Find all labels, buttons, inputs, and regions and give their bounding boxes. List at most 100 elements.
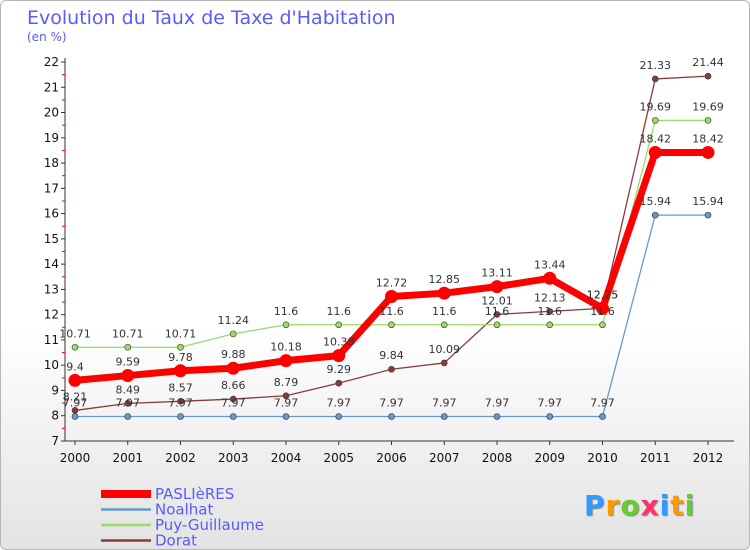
data-label-1: 7.97 (221, 396, 246, 409)
series-point-1 (282, 413, 290, 420)
data-label-0: 13.11 (481, 267, 513, 280)
series-point-0 (121, 369, 135, 383)
series-point-3 (282, 392, 290, 400)
y-tick-label: 19 (44, 131, 59, 145)
series-point-1 (229, 413, 237, 420)
data-label-3: 8.49 (116, 383, 141, 396)
data-label-3: 21.44 (692, 56, 724, 69)
data-label-1: 7.97 (274, 396, 299, 409)
series-point-3 (335, 379, 343, 387)
y-tick-label: 22 (44, 55, 59, 69)
x-tick-label: 2002 (165, 451, 196, 465)
legend-label-1: Noalhat (155, 501, 213, 519)
series-point-2 (335, 321, 343, 329)
series-point-3 (440, 359, 448, 367)
series-point-3 (388, 365, 395, 373)
data-label-2: 11.6 (538, 305, 563, 318)
y-tick-label: 17 (44, 181, 59, 195)
data-label-1: 15.94 (692, 195, 724, 208)
series-point-0 (332, 349, 346, 363)
logo-letter: P (584, 489, 606, 522)
x-tick-label: 2011 (640, 451, 671, 465)
series-point-2 (440, 321, 448, 329)
proxiti-logo: Proxiti (584, 489, 695, 522)
y-tick-label: 18 (44, 156, 59, 170)
series-point-1 (651, 211, 659, 219)
series-point-1 (177, 413, 184, 420)
x-tick-label: 2004 (271, 451, 302, 465)
y-tick-label: 21 (44, 80, 59, 94)
legend-label-3: Dorat (155, 532, 197, 550)
logo-letter: x (640, 489, 660, 522)
data-label-0: 13.44 (534, 258, 566, 271)
series-point-1 (388, 413, 395, 420)
data-label-2: 10.71 (165, 327, 197, 340)
series-point-2 (704, 117, 712, 124)
series-point-1 (440, 413, 448, 420)
series-point-2 (651, 117, 659, 124)
data-label-0: 18.42 (640, 132, 672, 145)
y-tick-label: 7 (51, 434, 59, 448)
data-label-1: 7.97 (116, 396, 141, 409)
data-label-3: 8.21 (63, 390, 88, 403)
data-label-2: 11.6 (379, 305, 404, 318)
data-label-3: 9.29 (327, 363, 352, 376)
data-label-1: 7.97 (538, 396, 563, 409)
data-label-1: 7.97 (379, 396, 404, 409)
x-tick-label: 2006 (376, 451, 407, 465)
data-label-2: 11.6 (274, 305, 299, 318)
series-point-0 (385, 289, 398, 303)
x-tick-label: 2007 (429, 451, 460, 465)
y-tick-label: 14 (44, 257, 59, 271)
series-point-0 (648, 145, 662, 159)
series-point-2 (124, 343, 132, 351)
chart-title: Evolution du Taux de Taxe d'Habitation (27, 7, 396, 29)
series-point-2 (229, 330, 237, 338)
logo-letter: o (620, 489, 641, 522)
data-label-2: 11.6 (485, 305, 510, 318)
data-label-3: 12.13 (534, 291, 566, 304)
data-label-1: 7.97 (63, 396, 88, 409)
chart-subtitle: (en %) (27, 30, 67, 44)
data-label-3: 12.01 (481, 294, 513, 307)
x-tick-label: 2001 (112, 451, 143, 465)
y-tick-label: 15 (44, 232, 59, 246)
y-tick-label: 16 (44, 207, 59, 221)
series-point-3 (651, 75, 659, 83)
data-label-2: 10.71 (59, 327, 91, 340)
data-label-0: 12.85 (429, 273, 461, 286)
series-line-0 (74, 148, 708, 384)
series-point-1 (493, 413, 501, 420)
data-label-1: 7.97 (485, 396, 510, 409)
series-point-2 (388, 321, 395, 329)
series-point-1 (599, 413, 606, 420)
data-label-0: 10.18 (270, 341, 302, 354)
data-label-0: 9.4 (66, 360, 84, 373)
legend-label-2: Puy-Guillaume (155, 516, 264, 534)
data-label-0: 9.88 (221, 348, 246, 361)
data-label-1: 15.94 (640, 195, 672, 208)
series-point-2 (177, 343, 184, 351)
x-tick-label: 2010 (587, 451, 618, 465)
y-tick-label: 9 (51, 383, 59, 397)
series-point-0 (490, 280, 504, 294)
series-point-3 (177, 398, 184, 405)
series-point-1 (546, 413, 554, 420)
x-tick-label: 2003 (218, 451, 249, 465)
series-point-2 (599, 321, 606, 329)
series-point-0 (68, 373, 82, 387)
data-label-3: 8.57 (168, 381, 193, 394)
series-point-1 (71, 413, 79, 420)
series-point-0 (226, 361, 240, 375)
data-label-2: 11.24 (218, 314, 250, 327)
data-label-0: 9.78 (168, 351, 193, 364)
y-tick-label: 20 (44, 106, 59, 120)
logo-letter: r (605, 489, 621, 522)
data-label-1: 7.97 (590, 396, 615, 409)
y-tick-label: 8 (51, 409, 59, 423)
series-point-2 (546, 321, 554, 329)
series-point-3 (229, 395, 237, 403)
series-point-0 (279, 354, 293, 368)
